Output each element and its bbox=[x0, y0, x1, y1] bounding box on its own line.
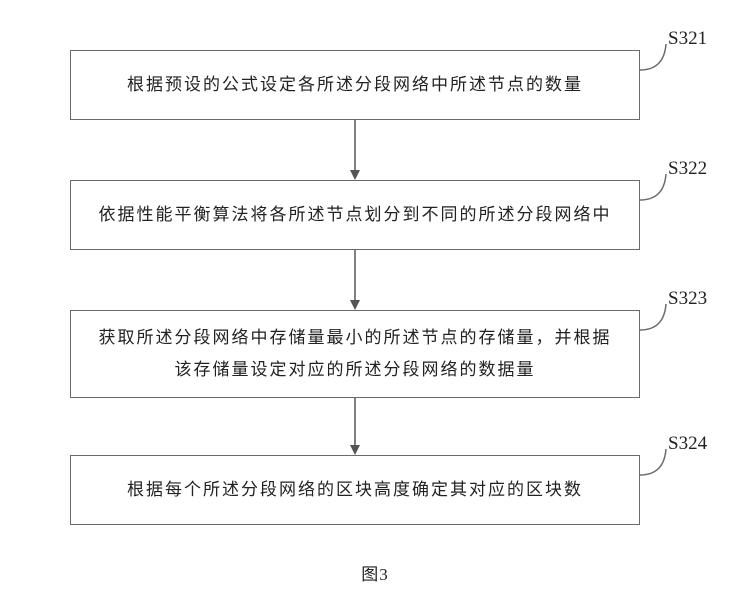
step-label-s324: S324 bbox=[668, 433, 707, 455]
step-box-s324: 根据每个所述分段网络的区块高度确定其对应的区块数 bbox=[70, 455, 640, 525]
step-label-s321: S321 bbox=[668, 28, 707, 50]
step-label-s322: S322 bbox=[668, 158, 707, 180]
step-text: 根据预设的公式设定各所述分段网络中所述节点的数量 bbox=[127, 69, 583, 101]
step-text: 依据性能平衡算法将各所述节点划分到不同的所述分段网络中 bbox=[99, 199, 612, 231]
figure-caption: 图3 bbox=[0, 560, 750, 585]
step-text: 根据每个所述分段网络的区块高度确定其对应的区块数 bbox=[127, 474, 583, 506]
step-box-s323: 获取所述分段网络中存储量最小的所述节点的存储量，并根据该存储量设定对应的所述分段… bbox=[70, 310, 640, 398]
step-text: 获取所述分段网络中存储量最小的所述节点的存储量，并根据该存储量设定对应的所述分段… bbox=[91, 322, 619, 387]
step-box-s322: 依据性能平衡算法将各所述节点划分到不同的所述分段网络中 bbox=[70, 180, 640, 250]
flowchart-canvas: 根据预设的公式设定各所述分段网络中所述节点的数量 S321 依据性能平衡算法将各… bbox=[0, 0, 750, 596]
step-box-s321: 根据预设的公式设定各所述分段网络中所述节点的数量 bbox=[70, 50, 640, 120]
step-label-s323: S323 bbox=[668, 288, 707, 310]
